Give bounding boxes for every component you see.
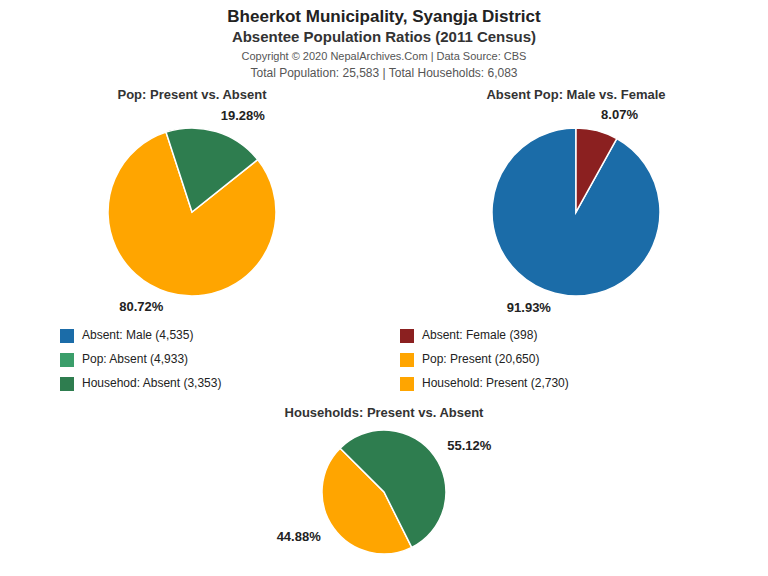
data-label: 55.12% xyxy=(447,438,492,453)
pie-title: Absent Pop: Male vs. Female xyxy=(486,87,665,102)
legend-label: Household: Present (2,730) xyxy=(422,376,569,390)
legend-item: Pop: Absent (4,933) xyxy=(60,352,188,367)
pie-slice xyxy=(166,128,258,212)
pie-chart: Absent Pop: Male vs. Female 91.93% 8.07% xyxy=(486,87,665,315)
legend-item: Household: Present (2,730) xyxy=(400,376,569,391)
legend-swatch xyxy=(400,377,414,391)
pie-title: Households: Present vs. Absent xyxy=(285,405,485,420)
pie-slice xyxy=(576,128,617,212)
legend: Absent: Male (4,535) Absent: Female (398)… xyxy=(60,328,569,391)
legend-label: Pop: Present (20,650) xyxy=(422,352,539,366)
legend-item: Househod: Absent (3,353) xyxy=(60,376,221,391)
data-labels: 44.88% 55.12% xyxy=(277,438,492,544)
legend-item: Absent: Female (398) xyxy=(400,328,537,343)
header: Bheerkot Municipality, Syangja District A… xyxy=(227,7,541,80)
annotation: Copyright © 2020 NepalArchives.Com | Dat… xyxy=(242,50,527,62)
data-labels: 91.93% 8.07% xyxy=(507,107,639,316)
legend-label: Househod: Absent (3,353) xyxy=(82,376,221,390)
data-labels: 80.72% 19.28% xyxy=(119,108,265,315)
legend-swatch xyxy=(60,353,74,367)
pie-title: Pop: Present vs. Absent xyxy=(117,87,267,102)
data-label: 44.88% xyxy=(277,529,322,544)
legend-item: Absent: Male (4,535) xyxy=(60,328,193,343)
title: Bheerkot Municipality, Syangja District xyxy=(227,7,541,26)
data-label: 8.07% xyxy=(601,107,638,122)
legend-label: Absent: Male (4,535) xyxy=(82,328,193,342)
legend-swatch xyxy=(60,329,74,343)
legend-swatch xyxy=(400,329,414,343)
legend-item: Pop: Present (20,650) xyxy=(400,352,539,367)
slices xyxy=(492,128,660,296)
data-label: 91.93% xyxy=(507,300,552,315)
pie-slice xyxy=(340,430,446,547)
pie-slice xyxy=(492,128,660,296)
legend-swatch xyxy=(60,377,74,391)
legend-swatch xyxy=(400,353,414,367)
legend-label: Pop: Absent (4,933) xyxy=(82,352,188,366)
pie-chart: Pop: Present vs. Absent 80.72% 19.28% xyxy=(108,87,276,314)
data-label: 80.72% xyxy=(119,299,164,314)
data-label: 19.28% xyxy=(221,108,266,123)
chart-root: Bheerkot Municipality, Syangja District A… xyxy=(0,0,768,576)
legend-label: Absent: Female (398) xyxy=(422,328,537,342)
annotation: Total Population: 25,583 | Total Househo… xyxy=(250,66,517,80)
slices xyxy=(322,430,446,554)
pie-chart: Households: Present vs. Absent 44.88% 55.1… xyxy=(277,405,492,554)
slices xyxy=(108,128,276,296)
subtitle: Absentee Population Ratios (2011 Census) xyxy=(232,28,536,45)
